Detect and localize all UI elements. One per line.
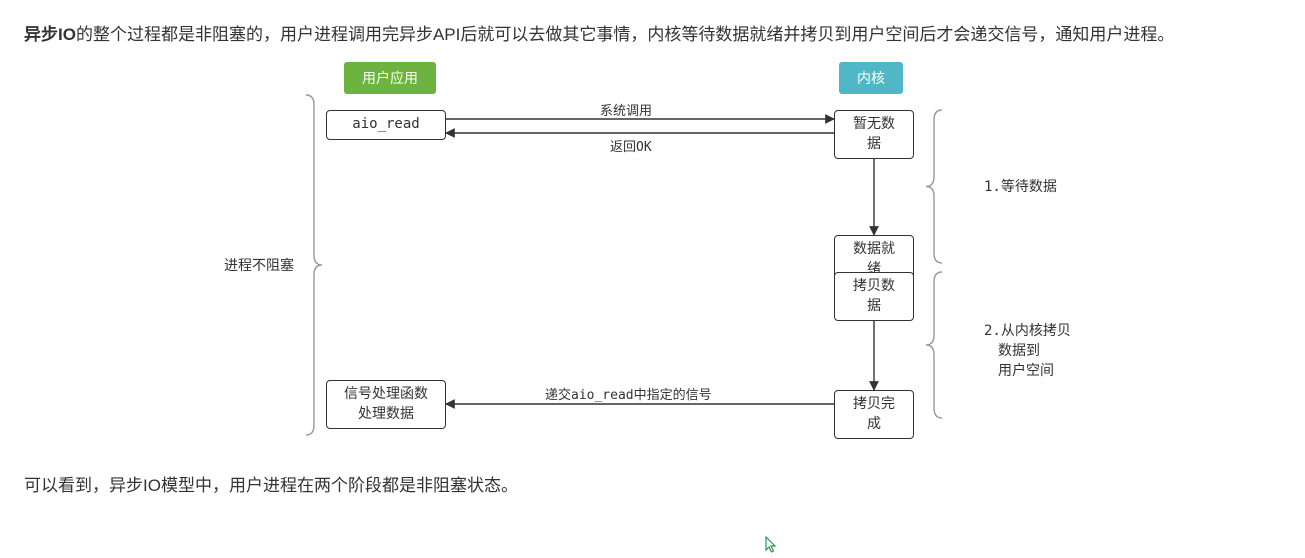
node-copy-done: 拷贝完成 <box>834 390 914 439</box>
edge-label-return-ok: 返回OK <box>610 136 652 155</box>
async-io-diagram: 用户应用 内核 aio_read 暂无数据 数据就绪 拷贝数据 拷贝完成 信号处… <box>64 60 1214 460</box>
intro-rest: 的整个过程都是非阻塞的，用户进程调用完异步API后就可以去做其它事情，内核等待数… <box>76 25 1174 44</box>
outro-paragraph: 可以看到，异步IO模型中，用户进程在两个阶段都是非阻塞状态。 <box>24 470 1281 502</box>
node-aio-read: aio_read <box>326 110 446 140</box>
label-phase-wait-data: 1.等待数据 <box>984 176 1057 196</box>
node-signal-handler: 信号处理函数处理数据 <box>326 380 446 429</box>
intro-paragraph: 异步IO的整个过程都是非阻塞的，用户进程调用完异步API后就可以去做其它事情，内… <box>24 18 1281 52</box>
edge-label-deliver-signal: 递交aio_read中指定的信号 <box>545 384 712 403</box>
edge-label-syscall: 系统调用 <box>600 100 652 119</box>
label-phase-copy-data: 2.从内核拷贝 数据到 用户空间 <box>984 320 1071 380</box>
node-copy-data: 拷贝数据 <box>834 272 914 321</box>
header-user-app: 用户应用 <box>344 62 436 94</box>
cursor-icon <box>765 536 779 557</box>
node-no-data: 暂无数据 <box>834 110 914 159</box>
label-process-nonblock: 进程不阻塞 <box>224 255 294 275</box>
intro-bold: 异步IO <box>24 25 76 44</box>
header-kernel: 内核 <box>839 62 903 94</box>
